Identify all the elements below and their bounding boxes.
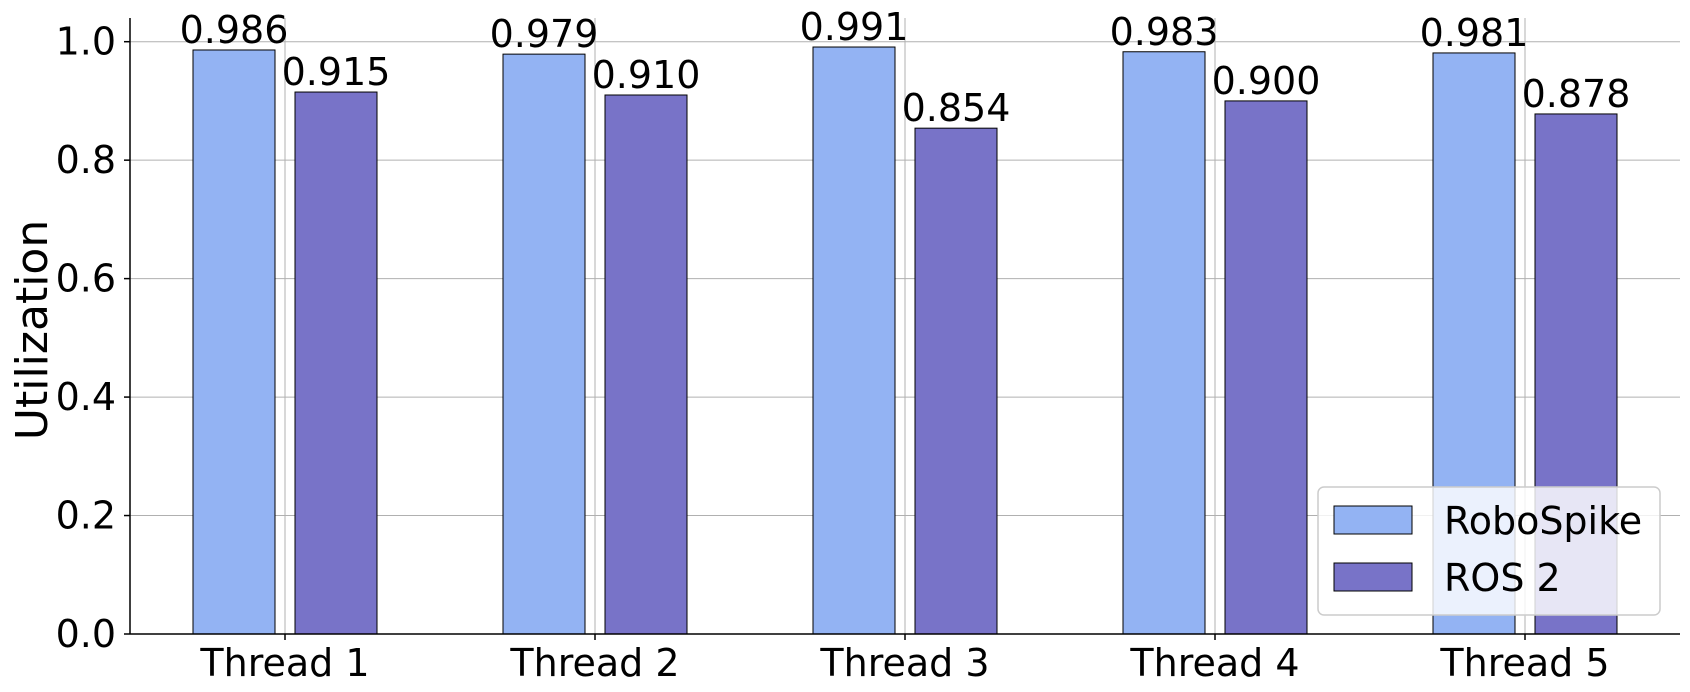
data-label-ros2: 0.878 [1522, 72, 1631, 116]
data-label-robospike: 0.986 [180, 8, 289, 52]
legend: RoboSpike ROS 2 [1317, 486, 1661, 616]
y-tick-label: 0.0 [56, 612, 116, 656]
y-axis-title: Utilization [7, 220, 58, 440]
x-tick-label: Thread 2 [509, 641, 679, 685]
y-tick-label: 0.6 [56, 257, 116, 301]
y-tick-label: 0.2 [56, 494, 116, 538]
data-label-ros2: 0.915 [282, 50, 391, 94]
data-label-ros2: 0.900 [1212, 59, 1321, 103]
y-tick-label: 0.8 [56, 138, 116, 182]
x-tick-label: Thread 5 [1439, 641, 1609, 685]
bar-ros2 [294, 91, 378, 635]
x-tick-label: Thread 1 [199, 641, 369, 685]
data-label-robospike: 0.983 [1110, 10, 1219, 54]
legend-label-robospike: RoboSpike [1444, 499, 1642, 543]
bar-ros2 [1224, 100, 1308, 635]
data-label-robospike: 0.981 [1420, 11, 1529, 55]
bar-robospike [1122, 51, 1206, 635]
x-tick-label: Thread 3 [819, 641, 989, 685]
legend-swatch-ros2 [1333, 562, 1413, 592]
bar-robospike [812, 46, 896, 635]
x-tick-label: Thread 4 [1129, 641, 1299, 685]
bar-robospike [192, 49, 276, 635]
tick-labels: 0.0 0.2 0.4 0.6 0.8 1.0 Thread 1 Thread 2 Thread… [56, 20, 1610, 685]
gridlines [130, 18, 1680, 635]
bar-ros2 [914, 127, 998, 635]
data-label-robospike: 0.991 [800, 5, 909, 49]
legend-label-ros2: ROS 2 [1444, 556, 1561, 600]
y-tick-label: 0.4 [56, 375, 116, 419]
data-label-ros2: 0.910 [592, 53, 701, 97]
data-label-robospike: 0.979 [490, 12, 599, 56]
bar-robospike [502, 53, 586, 635]
data-label-ros2: 0.854 [902, 86, 1011, 130]
legend-swatch-robospike [1333, 505, 1413, 535]
bar-ros2 [604, 94, 688, 635]
bars [192, 46, 1618, 635]
y-tick-label: 1.0 [56, 20, 116, 64]
